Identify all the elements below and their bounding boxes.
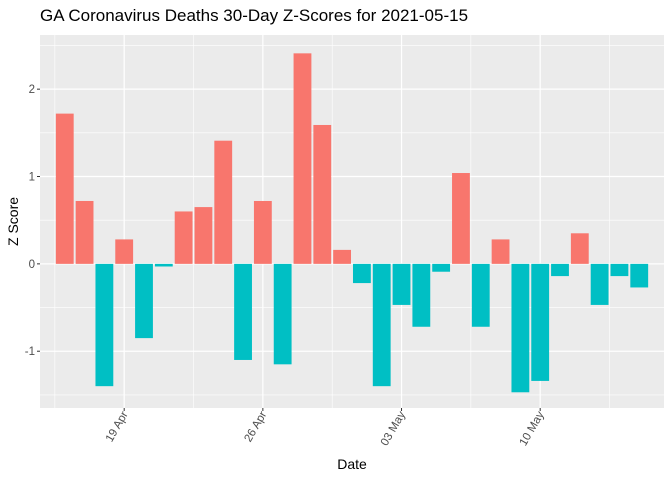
bar	[75, 200, 94, 264]
bar	[55, 113, 74, 264]
bar	[590, 263, 609, 305]
bar	[551, 263, 569, 277]
y-axis-title: Z Score	[5, 197, 21, 246]
bar	[352, 263, 371, 284]
chart-title: GA Coronavirus Deaths 30-Day Z-Scores fo…	[40, 6, 469, 25]
bar	[610, 263, 629, 277]
x-tick-label: 19 Apr	[104, 409, 131, 444]
bar	[234, 263, 252, 360]
bar	[531, 263, 550, 381]
bar	[194, 207, 213, 264]
plot-panel	[40, 35, 664, 408]
bar	[491, 239, 510, 264]
bar	[115, 239, 134, 264]
bar	[214, 140, 233, 264]
bar	[570, 233, 589, 264]
x-tick-label: 26 Apr	[242, 409, 269, 444]
y-tick-label: 1	[29, 172, 35, 184]
y-axis: -1 0 1 2	[25, 84, 40, 358]
bar	[372, 263, 391, 387]
y-tick-label: 0	[29, 259, 35, 271]
x-axis: 19 Apr 26 Apr 03 May 10 May	[104, 408, 547, 448]
bar	[174, 211, 193, 264]
x-axis-title: Date	[337, 456, 367, 472]
x-tick-label: 10 May	[518, 409, 547, 448]
y-tick-label: 2	[29, 84, 35, 96]
bar	[392, 263, 411, 305]
minor-gridlines	[40, 35, 664, 408]
x-tick-label: 03 May	[379, 409, 408, 448]
bar	[471, 263, 490, 327]
bar	[432, 263, 451, 272]
y-tick-label: -1	[25, 346, 35, 358]
bar	[333, 249, 352, 264]
bar	[135, 263, 153, 339]
bar	[412, 263, 431, 327]
bar	[253, 200, 272, 264]
bar	[154, 263, 173, 267]
bar-series	[55, 53, 649, 393]
bar	[273, 263, 292, 365]
bar	[95, 263, 114, 387]
bar	[452, 173, 470, 264]
bar	[511, 263, 530, 393]
bar	[630, 263, 649, 288]
bar	[293, 53, 312, 264]
bar	[313, 124, 332, 264]
